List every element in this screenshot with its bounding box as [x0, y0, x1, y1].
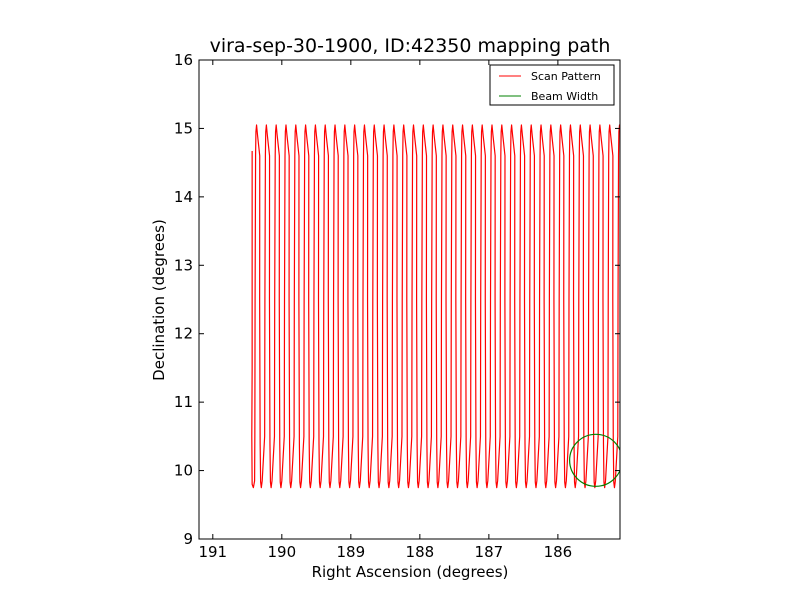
- scan-pattern-line: [251, 124, 620, 489]
- axes-frame: [198, 59, 621, 540]
- chart-title: vira-sep-30-1900, ID:42350 mapping path: [210, 35, 611, 57]
- x-tick-label: 188: [406, 543, 435, 561]
- y-tick-label: 13: [174, 256, 193, 274]
- y-tick-label: 15: [174, 119, 193, 137]
- y-tick-label: 11: [174, 393, 193, 411]
- legend-box: [489, 64, 615, 106]
- x-axis-label: Right Ascension (degrees): [312, 563, 509, 581]
- beam-width-circle: [569, 433, 620, 487]
- y-tick-label: 9: [183, 530, 193, 548]
- x-tick-label: 186: [544, 543, 573, 561]
- y-axis-label: Declination (degrees): [150, 219, 168, 381]
- x-tick-label: 187: [475, 543, 504, 561]
- y-tick-label: 10: [174, 462, 193, 480]
- legend: Scan Pattern Beam Width: [489, 64, 615, 106]
- x-tick-label: 190: [267, 543, 296, 561]
- plot-area: [251, 124, 620, 489]
- y-tick-label: 16: [174, 51, 193, 69]
- legend-label-beam-width: Beam Width: [531, 90, 598, 103]
- legend-label-scan-pattern: Scan Pattern: [531, 70, 601, 83]
- axis-ticks: 191 190 189 188 187 186 9 10 11 12 13 14 15 16: [174, 51, 620, 561]
- y-tick-label: 12: [174, 325, 193, 343]
- x-tick-label: 189: [337, 543, 366, 561]
- y-tick-label: 14: [174, 188, 193, 206]
- x-tick-label: 191: [198, 543, 227, 561]
